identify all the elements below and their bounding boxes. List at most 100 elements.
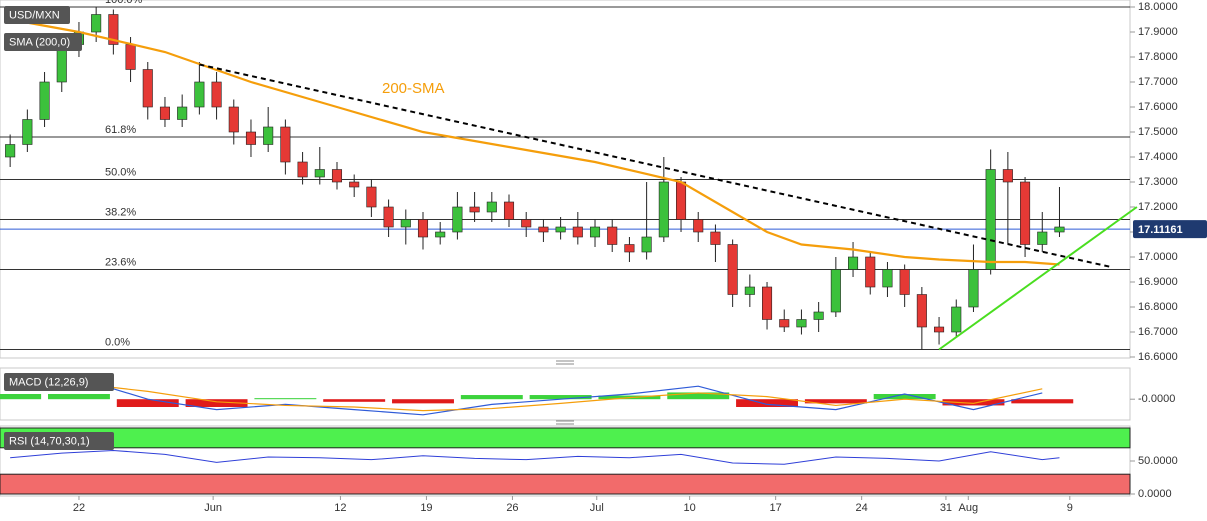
x-tick-label: 12: [334, 502, 346, 514]
candle-body: [503, 201, 515, 220]
candle-body: [280, 126, 291, 163]
y-tick-label: 16.7000: [1138, 326, 1178, 338]
fib-label: 23.6%: [105, 256, 136, 268]
y-tick-label: -0.0000: [1138, 393, 1175, 405]
rsi-title-box: [4, 432, 114, 450]
candle-body: [435, 231, 446, 238]
y-tick-label: 18.0000: [1138, 1, 1178, 13]
candle-body: [211, 81, 222, 108]
macd-histogram-bar: [0, 394, 42, 400]
pane-splitter[interactable]: [556, 360, 574, 425]
candle-body: [297, 161, 308, 178]
sma-line: [9, 18, 1060, 266]
candle-body: [5, 144, 16, 158]
candle-body: [177, 106, 188, 120]
candle-body: [1020, 181, 1031, 245]
x-tick-label: 19: [420, 502, 432, 514]
oversold-zone: [0, 473, 1131, 495]
candle-body: [469, 206, 480, 213]
x-tick-label: 9: [1067, 502, 1073, 514]
macd-pane: [0, 367, 1131, 421]
y-tick-label: 17.4000: [1138, 151, 1178, 163]
candle-body: [899, 269, 910, 295]
candle-body: [245, 131, 257, 145]
candle-body: [1054, 226, 1065, 233]
x-tick-label: 26: [506, 502, 518, 514]
candle-body: [1037, 231, 1048, 245]
candle-body: [108, 14, 119, 45]
candle-body: [417, 219, 429, 238]
trendline: [199, 63, 1112, 268]
y-tick-label: 17.8000: [1138, 51, 1178, 63]
candle-body: [624, 244, 635, 253]
macd-histogram-bar: [667, 392, 730, 400]
candle-body: [194, 81, 205, 108]
candle-body: [675, 181, 687, 220]
macd-histogram-bar: [323, 399, 386, 402]
candle-body: [951, 306, 962, 333]
y-tick-label: 16.9000: [1138, 276, 1178, 288]
candle-body: [779, 319, 790, 328]
candle-body: [848, 256, 859, 270]
candle-body: [366, 186, 377, 208]
x-tick-label: 10: [684, 502, 696, 514]
candle-body: [710, 231, 721, 245]
x-tick-label: Jul: [590, 502, 604, 514]
macd-histogram-bar: [529, 395, 592, 400]
overbought-zone: [0, 427, 1131, 449]
y-tick-label: 17.9000: [1138, 26, 1178, 38]
candle-body: [349, 181, 360, 188]
candle-body: [727, 244, 738, 295]
candle-body: [314, 169, 325, 178]
x-tick-label: Jun: [204, 502, 222, 514]
candle-body: [882, 269, 893, 288]
x-tick-label: 24: [856, 502, 868, 514]
candle-body: [589, 226, 601, 238]
candle-body: [555, 226, 566, 233]
macd-histogram-bar: [47, 394, 110, 400]
x-tick-label: 22: [73, 502, 85, 514]
candle-body: [486, 201, 497, 213]
candle-body: [985, 169, 996, 270]
macd-histogram-bar: [804, 399, 867, 404]
candle-body: [607, 226, 618, 245]
legend-sma-box: [4, 33, 82, 51]
candle-body: [916, 294, 927, 328]
y-tick-label: 17.3000: [1138, 176, 1178, 188]
rsi-title: RSI (14,70,30,1): [9, 435, 90, 447]
candle-body: [452, 206, 463, 233]
chart-title-box: [4, 6, 70, 24]
candle-body: [1002, 169, 1013, 183]
candle-body: [830, 269, 841, 313]
rsi-line: [10, 449, 1060, 465]
macd-histogram-bar: [942, 399, 1005, 406]
candle-body: [521, 219, 532, 228]
candle-body: [641, 236, 652, 253]
fib-label: 61.8%: [105, 124, 136, 136]
chart-title: USD/MXN: [9, 9, 60, 21]
macd-histogram-bar: [460, 395, 523, 400]
y-tick-label: 17.5000: [1138, 126, 1178, 138]
candle-body: [125, 44, 136, 70]
candle-body: [658, 181, 669, 238]
candle-body: [159, 106, 170, 120]
y-tick-label: 17.0000: [1138, 251, 1178, 263]
candle-body: [968, 269, 979, 308]
macd-title-box: [4, 373, 114, 391]
fib-label: 38.2%: [105, 206, 136, 218]
last-price-box: [1133, 220, 1207, 239]
candle-body: [693, 219, 704, 233]
y-tick-label: 16.8000: [1138, 301, 1178, 313]
candle-body: [383, 206, 394, 228]
candle-body: [796, 319, 807, 328]
y-tick-label: 17.7000: [1138, 76, 1178, 88]
annotation: 200-SMA: [382, 80, 445, 97]
macd-title: MACD (12,26,9): [9, 376, 88, 388]
candle-body: [538, 226, 549, 233]
y-tick-label: 17.6000: [1138, 101, 1178, 113]
candle-body: [762, 286, 773, 320]
candle-body: [934, 326, 945, 333]
trendline: [938, 206, 1138, 351]
macd-line: [10, 382, 1043, 412]
